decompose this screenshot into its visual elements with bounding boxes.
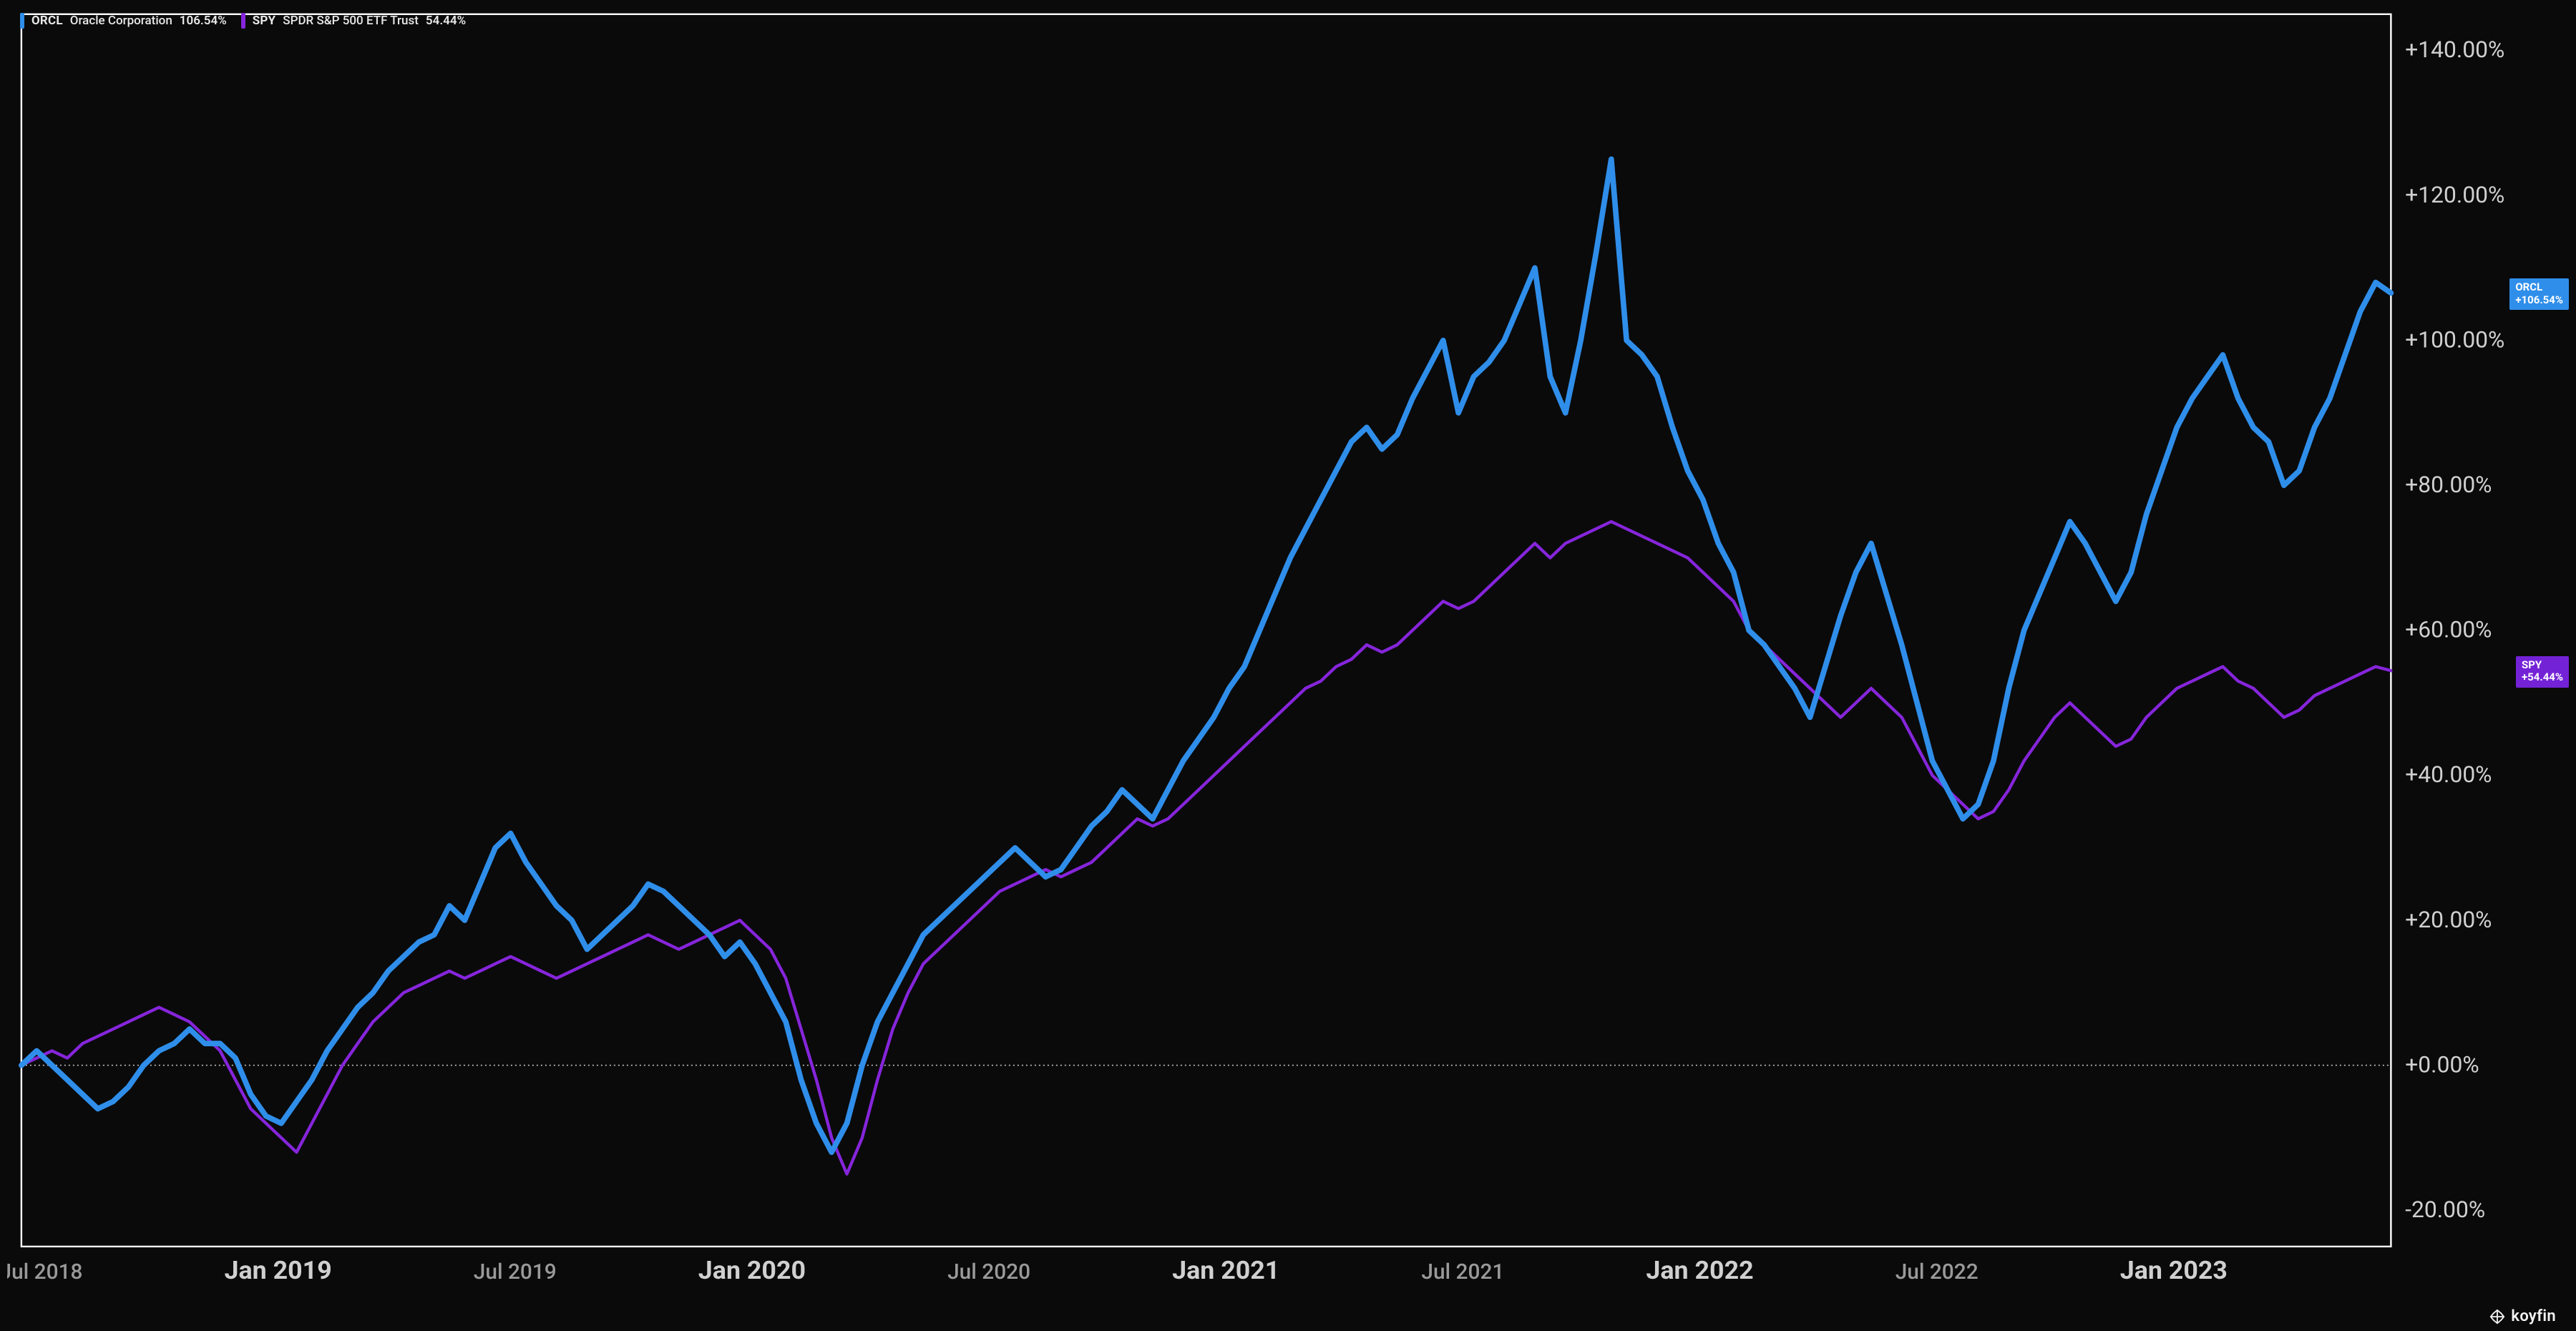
x-tick-label: Jan 2019 bbox=[225, 1255, 332, 1285]
x-tick-label: Jul 2022 bbox=[1896, 1260, 1979, 1284]
y-tick-label: +0.00% bbox=[2405, 1052, 2479, 1078]
brand-watermark: koyfin bbox=[2489, 1307, 2556, 1325]
legend-name-spy: SPDR S&P 500 ETF Trust bbox=[283, 14, 419, 28]
series-line-orcl[interactable] bbox=[21, 159, 2391, 1152]
chart-container[interactable]: -20.00% +0.00% +20.00% +40.00% +60.00% +80.00… bbox=[7, 7, 2569, 1310]
legend-item-orcl[interactable]: ORCL Oracle Corporation 106.54% bbox=[20, 13, 227, 29]
legend-swatch-orcl bbox=[20, 13, 24, 29]
x-tick-label: Jan 2020 bbox=[698, 1255, 806, 1285]
end-badge-orcl: ORCL +106.54% bbox=[2509, 278, 2569, 310]
legend-item-spy[interactable]: SPY SPDR S&P 500 ETF Trust 54.44% bbox=[241, 13, 466, 29]
chart-legend: ORCL Oracle Corporation 106.54% SPY SPDR… bbox=[20, 13, 466, 29]
y-tick-label: +60.00% bbox=[2405, 617, 2492, 643]
plot-border bbox=[21, 14, 2391, 1247]
koyfin-logo-icon bbox=[2489, 1309, 2505, 1325]
x-tick-label: Jul 2021 bbox=[1421, 1260, 1504, 1284]
legend-pct-spy: 54.44% bbox=[426, 14, 466, 28]
y-tick-label: +20.00% bbox=[2405, 907, 2492, 933]
x-tick-label: Jul 2018 bbox=[7, 1260, 82, 1284]
legend-name-orcl: Oracle Corporation bbox=[70, 14, 172, 28]
x-tick-label: Jan 2021 bbox=[1172, 1255, 1279, 1285]
legend-pct-orcl: 106.54% bbox=[180, 14, 227, 28]
legend-ticker-orcl: ORCL bbox=[31, 14, 63, 28]
series-line-spy[interactable] bbox=[21, 522, 2391, 1174]
legend-ticker-spy: SPY bbox=[253, 14, 276, 28]
x-tick-label: Jan 2022 bbox=[1646, 1255, 1753, 1285]
end-badge-spy: SPY +54.44% bbox=[2516, 656, 2569, 688]
x-tick-label: Jan 2023 bbox=[2120, 1255, 2228, 1285]
y-tick-label: +140.00% bbox=[2405, 36, 2504, 63]
y-tick-label: +100.00% bbox=[2405, 327, 2504, 354]
price-chart[interactable]: -20.00% +0.00% +20.00% +40.00% +60.00% +80.00… bbox=[7, 7, 2569, 1310]
y-tick-label: -20.00% bbox=[2405, 1196, 2485, 1223]
y-tick-label: +80.00% bbox=[2405, 472, 2492, 498]
brand-text: koyfin bbox=[2511, 1307, 2556, 1325]
y-tick-label: +40.00% bbox=[2405, 761, 2492, 788]
legend-swatch-spy bbox=[241, 13, 245, 29]
x-tick-label: Jul 2020 bbox=[947, 1260, 1030, 1284]
x-tick-label: Jul 2019 bbox=[474, 1260, 557, 1284]
y-tick-label: +120.00% bbox=[2405, 182, 2504, 208]
